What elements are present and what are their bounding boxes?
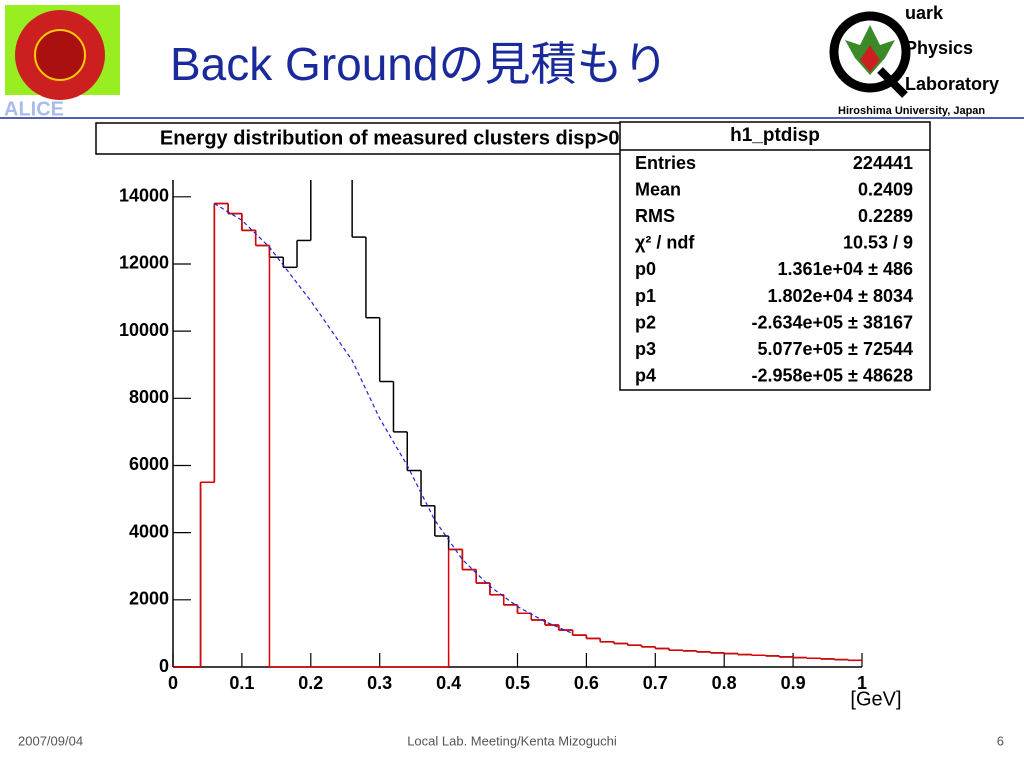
- x-tick-label: 0.6: [574, 673, 599, 693]
- x-tick-label: 0.3: [367, 673, 392, 693]
- x-tick-label: 0.1: [229, 673, 254, 693]
- stats-value: 1.361e+04 ± 486: [777, 259, 913, 279]
- x-tick-label: 0.4: [436, 673, 461, 693]
- stats-value: 0.2409: [858, 179, 913, 199]
- stats-name: RMS: [635, 206, 675, 226]
- stats-name: p3: [635, 339, 656, 359]
- stats-name: p4: [635, 366, 656, 386]
- x-tick-label: 0: [168, 673, 178, 693]
- plot-area: [173, 180, 862, 668]
- x-tick-label: 0.7: [643, 673, 668, 693]
- x-tick-label: 0.9: [781, 673, 806, 693]
- stats-value: 1.802e+04 ± 8034: [767, 286, 913, 306]
- stats-value: 224441: [853, 153, 913, 173]
- footer-center: Local Lab. Meeting/Kenta Mizoguchi: [407, 733, 617, 748]
- logo-text: ALICE: [4, 98, 64, 120]
- x-tick-label: 0.5: [505, 673, 530, 693]
- stats-name: χ² / ndf: [635, 233, 695, 253]
- y-tick-label: 6000: [129, 454, 169, 474]
- x-tick-label: 1: [857, 673, 867, 693]
- x-unit: [GeV]: [850, 688, 901, 710]
- y-tick-label: 4000: [129, 521, 169, 541]
- stats-title: h1_ptdisp: [730, 125, 820, 146]
- stats-name: p2: [635, 312, 656, 332]
- stats-name: p0: [635, 259, 656, 279]
- footer-date: 2007/09/04: [18, 733, 83, 748]
- footer-page: 6: [997, 733, 1004, 748]
- logo-text: uark: [905, 3, 944, 23]
- hist-title-box: [95, 122, 701, 155]
- stats-value: 5.077e+05 ± 72544: [757, 339, 913, 359]
- logo-text: Physics: [905, 38, 973, 58]
- logo-subtext: Hiroshima University, Japan: [838, 105, 985, 117]
- stats-name: Mean: [635, 179, 681, 199]
- stats-name: p1: [635, 286, 656, 306]
- stats-name: Entries: [635, 153, 696, 173]
- y-tick-label: 2000: [129, 589, 169, 609]
- stats-value: 10.53 / 9: [843, 233, 913, 253]
- alice-logo: ALICE: [4, 5, 120, 120]
- y-tick-label: 10000: [119, 320, 169, 340]
- stats-value: 0.2289: [858, 206, 913, 226]
- stats-value: -2.634e+05 ± 38167: [751, 312, 913, 332]
- y-tick-label: 12000: [119, 253, 169, 273]
- qpl-logo: uark Physics Laboratory Hiroshima Univer…: [829, 3, 999, 117]
- y-tick-label: 8000: [129, 387, 169, 407]
- chart-title: Energy distribution of measured clusters…: [160, 127, 636, 149]
- stats-box: [619, 121, 931, 391]
- y-tick-label: 0: [159, 656, 169, 676]
- x-tick-label: 0.2: [298, 673, 323, 693]
- stats-value: -2.958e+05 ± 48628: [751, 366, 913, 386]
- logo-text: Laboratory: [905, 74, 999, 94]
- y-tick-label: 14000: [119, 186, 169, 206]
- fit-curve: [214, 202, 573, 634]
- x-tick-label: 0.8: [712, 673, 737, 693]
- slide-title: Back Groundの見積もり: [170, 38, 668, 90]
